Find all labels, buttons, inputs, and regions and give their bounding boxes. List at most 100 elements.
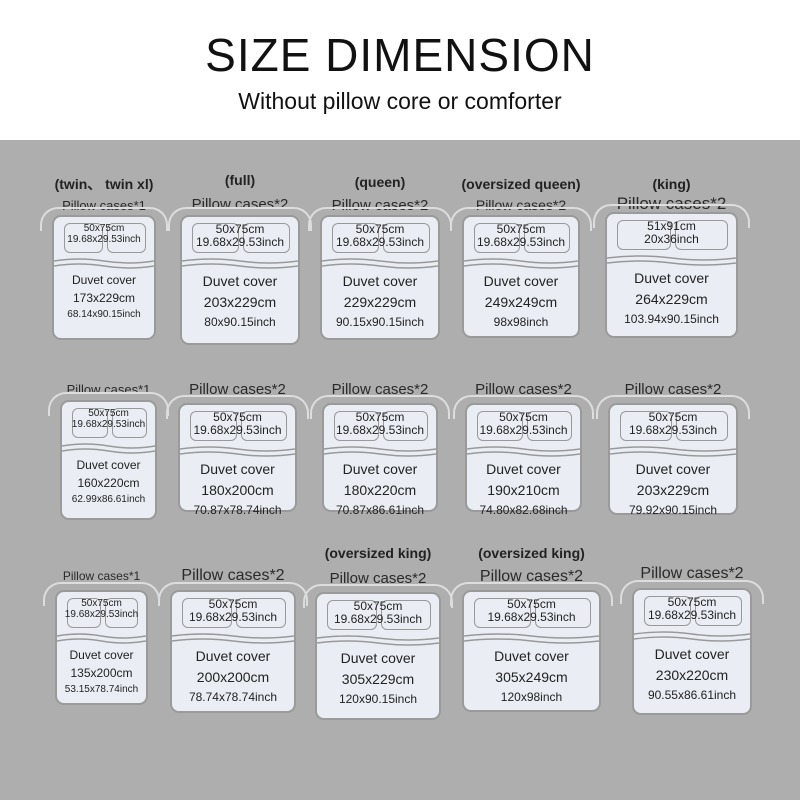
duvet-inch: 90.55x86.61inch <box>647 688 737 702</box>
bed-card: 50x75cm 19.68x29.53inch Duvet cover 203x229… <box>180 215 300 345</box>
blanket-fold-line <box>324 446 436 457</box>
duvet-size: Duvet cover 160x220cm 62.99x86.61inch <box>62 456 155 507</box>
duvet-inch: 78.74x78.74inch <box>188 690 278 704</box>
duvet-label: Duvet cover <box>340 650 416 666</box>
pillow-inch: 19.68x29.53inch <box>647 608 737 623</box>
pillow-size: 50x75cm 19.68x29.53inch <box>54 223 154 245</box>
pillow-outline <box>474 223 520 253</box>
pillow-outline <box>332 223 379 253</box>
blanket-fold-line <box>182 258 298 269</box>
pillow-cm: 50x75cm <box>507 597 556 611</box>
headboard <box>450 582 613 606</box>
pillow-inch: 19.68x29.53inch <box>487 610 576 625</box>
pillow-outline <box>383 411 428 441</box>
pillow-cases-title: Pillow cases*2 <box>616 194 727 213</box>
duvet-inch: 68.14x90.15inch <box>67 309 141 320</box>
pillow-outline <box>526 411 572 441</box>
bed-card: 50x75cm 19.68x29.53inch Duvet cover 249x249… <box>462 215 580 338</box>
duvet-size: Duvet cover 203x229cm 80x90.15inch <box>182 271 298 331</box>
blanket-fold-line <box>467 446 580 457</box>
pillow-outline <box>107 223 146 253</box>
duvet-inch: 98x98inch <box>493 315 549 329</box>
headboard <box>593 204 750 228</box>
duvet-cm: 200x200cm <box>196 669 270 685</box>
duvet-size: Duvet cover 180x200cm 70.87x78.74inch <box>180 459 295 519</box>
pillow-outline <box>617 220 671 250</box>
pillow-cases-title: Pillow cases*2 <box>479 568 584 585</box>
pillow-cases-title: Pillow cases*2 <box>475 381 572 398</box>
pillow-outline <box>72 408 108 438</box>
pillow-size: 50x75cm 19.68x29.53inch <box>610 410 736 438</box>
pillow-cases-title: Pillow cases*2 <box>189 381 286 398</box>
headboard <box>166 395 309 419</box>
pillow-inch: 19.68x29.53inch <box>628 423 718 438</box>
pillow-inch: 19.68x29.53inch <box>476 235 566 250</box>
size-label: (twin、 twin xl) <box>54 176 154 192</box>
pillow-cases-title: Pillow cases*2 <box>329 570 427 587</box>
pillow-inch: 19.68x29.53inch <box>188 610 278 625</box>
pillow-inch: 19.68x29.53inch <box>193 423 282 438</box>
pillow-cases-title: Pillow cases*2 <box>640 565 744 582</box>
pillow-outline <box>381 600 431 630</box>
duvet-label: Duvet cover <box>486 461 561 477</box>
duvet-label: Duvet cover <box>654 646 730 662</box>
bed-card: 50x75cm 19.68x29.53inch Duvet cover 160x220… <box>60 400 157 520</box>
duvet-size: Duvet cover 190x210cm 74.80x82.68inch <box>467 459 580 519</box>
headboard <box>620 580 764 604</box>
pillow-inch: 19.68x29.53inch <box>195 235 285 250</box>
blanket-fold-line <box>172 633 294 644</box>
duvet-label: Duvet cover <box>202 273 278 289</box>
pillow-outline <box>182 598 232 628</box>
pillow-cm: 50x75cm <box>88 408 129 419</box>
pillow-cases-title: Pillow cases*1 <box>62 569 141 583</box>
duvet-inch: 120x98inch <box>500 690 563 704</box>
pillow-cm: 50x75cm <box>83 223 125 234</box>
pillow-size: 50x75cm 19.68x29.53inch <box>634 595 750 623</box>
pillow-outline <box>695 596 742 626</box>
blanket-fold-line <box>464 258 578 269</box>
pillow-size: 50x75cm 19.68x29.53inch <box>182 222 298 250</box>
size-label: (oversized queen) <box>461 176 581 192</box>
pillow-outline <box>104 598 138 628</box>
pillow-outline <box>474 598 531 628</box>
pillow-cm: 50x75cm <box>355 222 405 236</box>
pillow-size: 50x75cm 19.68x29.53inch <box>57 598 146 620</box>
duvet-cm: 249x249cm <box>484 294 558 310</box>
pillow-outline <box>676 411 728 441</box>
duvet-size: Duvet cover 264x229cm 103.94x90.15inch <box>607 268 736 328</box>
pillow-inch: 19.68x29.53inch <box>333 612 423 627</box>
pillow-outline <box>236 598 286 628</box>
duvet-cm: 305x249cm <box>495 669 568 685</box>
pillow-inch: 19.68x29.53inch <box>335 423 425 438</box>
pillow-cm: 50x75cm <box>355 410 405 424</box>
blanket-fold-line <box>57 633 146 644</box>
pillow-cm: 50x75cm <box>213 410 262 424</box>
duvet-inch: 80x90.15inch <box>204 315 276 329</box>
header: SIZE DIMENSION Without pillow core or co… <box>0 0 800 140</box>
pillow-size: 50x75cm 19.68x29.53inch <box>172 597 294 625</box>
pillow-size: 50x75cm 19.68x29.53inch <box>467 410 580 437</box>
duvet-cm: 229x229cm <box>343 294 417 310</box>
pillow-inch: 19.68x29.53inch <box>335 235 425 250</box>
duvet-cm: 160x220cm <box>77 476 140 490</box>
blanket-fold-line <box>464 633 599 644</box>
blanket-fold-line <box>607 255 736 266</box>
pillow-outline <box>620 411 672 441</box>
pillow-outline <box>674 220 728 250</box>
pillow-outline <box>67 598 101 628</box>
blanket-fold-line <box>610 446 736 457</box>
pillow-cases-title: Pillow cases*2 <box>624 381 722 398</box>
duvet-label: Duvet cover <box>342 273 418 289</box>
duvet-inch: 74.80x82.68inch <box>479 503 568 517</box>
blanket-fold-line <box>317 635 439 646</box>
pillow-cm: 51x91cm <box>647 219 696 233</box>
pillow-outline <box>524 223 570 253</box>
duvet-label: Duvet cover <box>76 458 141 472</box>
pillow-size: 51x91cm 20x36inch <box>607 219 736 246</box>
duvet-label: Duvet cover <box>195 648 271 664</box>
pillow-cm: 50x75cm <box>648 410 698 424</box>
pillow-outline <box>190 411 237 441</box>
bed-card: 50x75cm 19.68x29.53inch Duvet cover 180x220… <box>322 403 438 517</box>
duvet-size: Duvet cover 229x229cm 90.15x90.15inch <box>322 271 438 331</box>
pillow-cm: 50x75cm <box>353 599 403 613</box>
